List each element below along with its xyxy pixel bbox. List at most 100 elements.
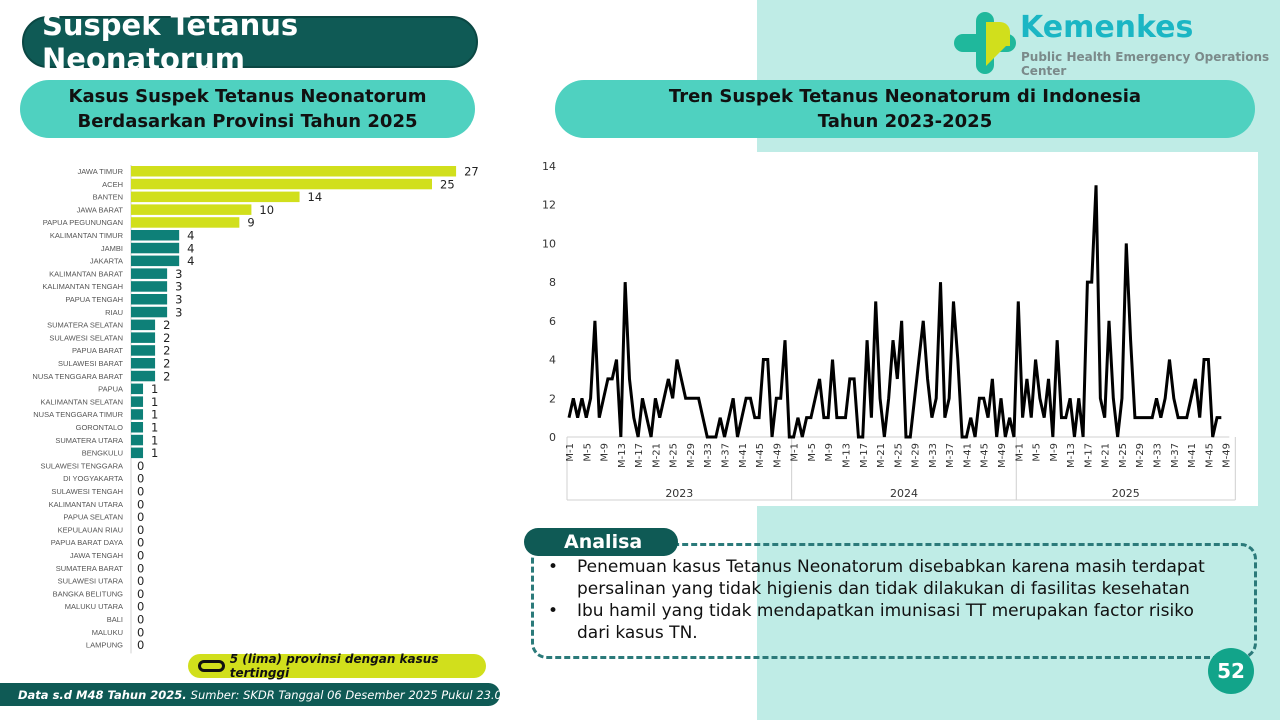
analysis-box (531, 543, 1257, 659)
bar-category-label: JAWA BARAT (77, 205, 124, 214)
x-tick-label: M-17 (634, 443, 645, 468)
x-tick-label: M-37 (721, 443, 732, 468)
bar-value-label: 2 (163, 357, 170, 371)
x-tick-label: M-13 (617, 443, 628, 468)
bar (131, 204, 252, 215)
x-tick-label: M-21 (651, 443, 662, 468)
x-tick-label: M-1 (790, 443, 801, 462)
bar-category-label: BANGKA BELITUNG (53, 589, 124, 598)
analysis-label: Analisa (524, 528, 678, 556)
x-tick-label: M-5 (807, 443, 818, 462)
bar-value-label: 0 (137, 561, 144, 575)
bar-category-label: PAPUA TENGAH (65, 295, 123, 304)
line-chart-title: Tren Suspek Tetanus Neonatorum di Indone… (555, 80, 1255, 138)
bar (131, 217, 240, 228)
x-tick-label: M-21 (876, 443, 887, 468)
bar-value-label: 9 (247, 216, 254, 230)
footer-source-text: Sumber: SKDR Tanggal 06 Desember 2025 Pu… (190, 687, 536, 702)
bar-category-label: SUMATERA UTARA (55, 436, 123, 445)
bar-category-label: ACEH (102, 180, 123, 189)
bar-category-label: PAPUA PEGUNUNGAN (43, 218, 123, 227)
x-tick-label: M-1 (565, 443, 576, 462)
bar (131, 396, 144, 407)
bar-title-line-1: Kasus Suspek Tetanus Neonatorum (68, 86, 427, 107)
legend-swatch (198, 660, 225, 672)
x-tick-label: M-41 (1187, 443, 1198, 468)
bar-category-label: KALIMANTAN TIMUR (50, 231, 124, 240)
chart-legend: 5 (lima) provinsi dengan kasus tertinggi (188, 652, 486, 680)
y-tick-label: 10 (542, 237, 556, 250)
bar-category-label: KALIMANTAN UTARA (49, 500, 123, 509)
bar-value-label: 0 (137, 600, 144, 614)
x-tick-label: M-25 (893, 443, 904, 468)
bar-value-label: 2 (163, 318, 170, 332)
bar-value-label: 3 (175, 280, 182, 294)
footer-source: Data s.d M48 Tahun 2025. Sumber: SKDR Ta… (0, 683, 536, 706)
bar-value-label: 10 (259, 203, 274, 217)
bar (131, 383, 144, 395)
bar (131, 370, 156, 382)
bar-category-label: SUMATERA SELATAN (47, 321, 123, 330)
x-tick-label: M-9 (1049, 443, 1060, 462)
bar-category-label: SUMATERA BARAT (56, 564, 124, 573)
bar-value-label: 0 (137, 638, 144, 652)
bar (131, 294, 168, 305)
bar (131, 409, 144, 420)
bar-category-label: SULAWESI UTARA (58, 577, 123, 586)
trend-line (567, 185, 1222, 439)
bar-value-label: 4 (187, 254, 194, 268)
bar-category-label: DI YOGYAKARTA (63, 474, 123, 483)
x-tick-label: M-29 (911, 443, 922, 468)
bar-value-label: 4 (187, 241, 194, 255)
x-tick-label: M-33 (928, 443, 939, 468)
x-tick-label: M-9 (600, 443, 611, 462)
bar-category-label: BALI (107, 615, 123, 624)
kemenkes-cross-icon (954, 12, 1016, 74)
bar-category-label: BANTEN (93, 193, 123, 202)
bar (131, 281, 168, 292)
bar-value-label: 0 (137, 485, 144, 499)
bar-value-label: 4 (187, 229, 194, 243)
bar (131, 255, 180, 267)
bar-value-label: 0 (137, 523, 144, 537)
bar-category-label: GORONTALO (76, 423, 124, 432)
bar-category-label: JAKARTA (90, 257, 123, 266)
bar (131, 332, 156, 343)
bar-category-label: SULAWESI TENGGARA (40, 461, 123, 470)
x-tick-label: M-13 (1066, 443, 1077, 468)
bar-category-label: PAPUA BARAT (72, 346, 123, 355)
bar (131, 447, 144, 459)
x-tick-label: M-1 (1014, 443, 1025, 462)
x-tick-label: M-25 (669, 443, 680, 468)
x-tick-label: M-37 (1170, 443, 1181, 468)
y-tick-label: 0 (549, 431, 556, 444)
x-tick-label: M-13 (841, 443, 852, 468)
x-tick-label: M-5 (582, 443, 593, 462)
x-tick-label: M-45 (755, 443, 766, 468)
bar-category-label: KEPULAUAN RIAU (58, 525, 123, 534)
bar (131, 166, 457, 177)
bar-value-label: 0 (137, 497, 144, 511)
bar-category-label: KALIMANTAN SELATAN (40, 397, 123, 406)
y-tick-label: 8 (549, 276, 556, 289)
bar (131, 178, 432, 190)
bar-value-label: 2 (163, 344, 170, 358)
x-tick-label: M-29 (1135, 443, 1146, 468)
bar-category-label: LAMPUNG (86, 641, 123, 650)
y-tick-label: 12 (542, 199, 556, 212)
bar-category-label: RIAU (105, 308, 123, 317)
x-tick-label: M-17 (859, 443, 870, 468)
bar-value-label: 3 (175, 305, 182, 319)
line-title-line-1: Tren Suspek Tetanus Neonatorum di Indone… (668, 86, 1142, 107)
bar-value-label: 14 (308, 190, 323, 204)
x-tick-label: M-17 (1083, 443, 1094, 468)
bar-value-label: 1 (151, 382, 158, 396)
bar-category-label: KALIMANTAN BARAT (49, 269, 123, 278)
bar (131, 319, 156, 331)
x-tick-label: M-33 (703, 443, 714, 468)
legend-text: 5 (lima) provinsi dengan kasus tertinggi (229, 652, 439, 680)
x-tick-label: M-21 (1101, 443, 1112, 468)
x-tick-label: M-41 (962, 443, 973, 468)
x-tick-label: M-49 (772, 443, 783, 468)
